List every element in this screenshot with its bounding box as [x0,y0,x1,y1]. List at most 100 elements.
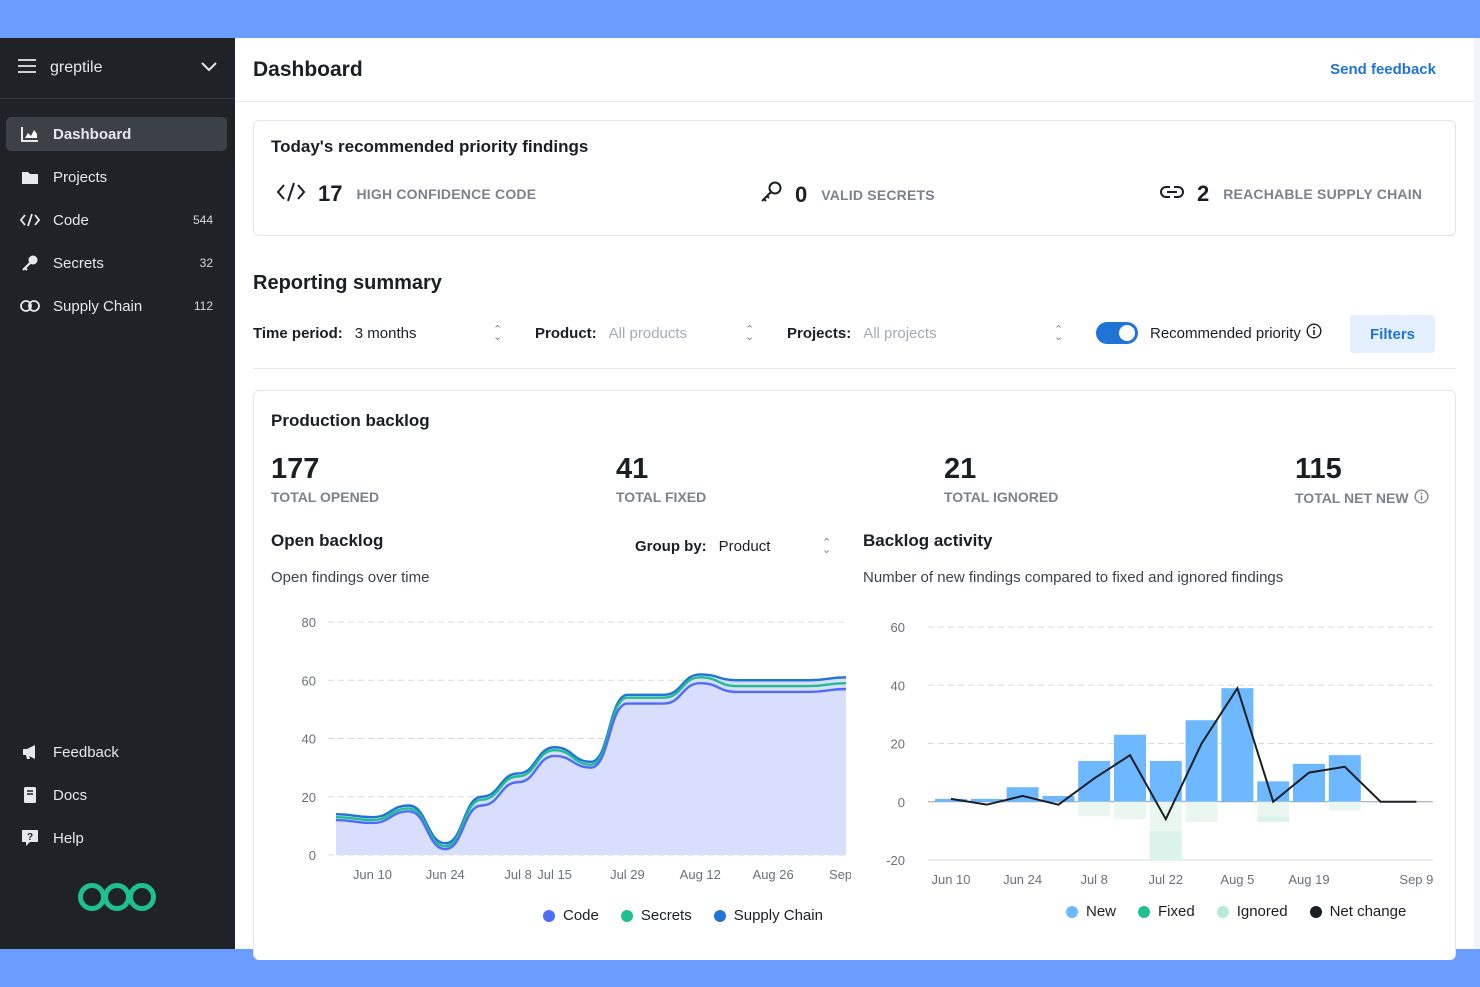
legend-item[interactable]: Fixed [1138,903,1195,920]
x-tick-label: Jun 10 [931,872,970,887]
stat-total-net-new: 115 TOTAL NET NEW [1295,453,1429,507]
legend-item[interactable]: Code [543,907,599,924]
time-period-label: Time period: [253,325,343,342]
priority-label: REACHABLE SUPPLY CHAIN [1223,186,1423,202]
x-tick-label: Jun 24 [426,867,465,882]
x-tick-label: Jun 10 [353,867,392,882]
x-tick-label: Sep 9 [1399,872,1433,887]
x-tick-label: Jul 15 [537,867,572,882]
sidebar: greptile Dashboard Projects Code 544 [0,38,235,949]
priority-supply-chain[interactable]: 2 REACHABLE SUPPLY CHAIN [1159,181,1422,207]
priority-value: 17 [318,181,343,206]
y-tick-label: 60 [302,673,316,688]
production-backlog-title: Production backlog [271,411,430,430]
x-tick-label: Aug 26 [753,867,794,882]
legend-item[interactable]: Net change [1309,903,1407,920]
y-tick-label: 40 [302,732,316,747]
bar-new [1185,720,1218,802]
x-tick-label: Jul 22 [1148,872,1183,887]
x-tick-label: Jul 8 [504,867,531,882]
group-by-select[interactable]: Group by: Product [635,538,770,555]
recommended-priority-toggle[interactable] [1096,322,1138,344]
y-tick-label: -20 [886,853,905,868]
series-line [335,681,847,851]
x-tick-label: Aug 12 [680,867,721,882]
brand-logo[interactable] [78,880,156,919]
time-period-value: 3 months [354,325,417,342]
group-by-value: Product [718,538,771,555]
open-backlog-legend: Code Secrets Supply Chain [543,907,823,924]
x-tick-label: Jul 29 [610,867,645,882]
book-icon [20,786,40,804]
sidebar-item-supply-chain[interactable]: Supply Chain 112 [6,289,227,323]
legend-label: Net change [1329,903,1407,920]
chevron-down-icon[interactable] [201,59,217,77]
filters-button[interactable]: Filters [1350,315,1435,353]
legend-item[interactable]: Ignored [1216,903,1288,920]
recommended-priority: Recommended priority [1150,323,1322,343]
bar-new [1114,734,1146,802]
legend-item[interactable]: Supply Chain [713,907,823,924]
stat-label: TOTAL FIXED [616,489,707,505]
sidebar-item-help[interactable]: ? Help [6,821,227,855]
page-title: Dashboard [253,57,363,81]
info-icon[interactable] [1306,323,1322,343]
code-icon [276,182,306,207]
x-tick-label: Aug 5 [1220,872,1254,887]
product-select[interactable]: Product: All products [535,325,687,342]
sidebar-item-projects[interactable]: Projects [6,160,227,194]
product-label: Product: [535,325,597,342]
backlog-activity-legend: New Fixed Ignored Net change [1066,903,1406,920]
sidebar-item-secrets[interactable]: Secrets 32 [6,246,227,280]
sidebar-item-docs[interactable]: Docs [6,778,227,812]
link-icon [1159,184,1185,205]
hamburger-icon[interactable] [18,58,36,78]
org-switcher[interactable]: greptile [0,38,235,99]
legend-label: Secrets [640,907,692,924]
sidebar-item-feedback[interactable]: Feedback [6,735,227,769]
series-line [335,676,847,848]
stat-total-opened: 177 TOTAL OPENED [271,453,379,505]
legend-item[interactable]: Secrets [620,907,692,924]
series-line [335,673,847,845]
y-tick-label: 0 [309,848,316,863]
folder-icon [20,170,40,185]
x-tick-label: Jul 8 [1080,872,1107,887]
priority-code[interactable]: 17 HIGH CONFIDENCE CODE [276,181,536,207]
chart-icon [20,126,40,142]
legend-swatch [620,909,633,922]
reporting-summary-title: Reporting summary [253,272,442,294]
y-tick-label: 0 [898,795,905,810]
bar-fixed [1078,801,1111,817]
legend-swatch [1309,905,1322,918]
updown-chevron-icon[interactable]: ⌃ ⌄ [1054,324,1064,343]
send-feedback-link[interactable]: Send feedback [1330,61,1436,78]
scrollbar[interactable] [1474,38,1480,949]
legend-swatch [1138,905,1151,918]
megaphone-icon [20,744,40,760]
info-icon[interactable] [1414,489,1429,507]
updown-chevron-icon[interactable]: ⌃ ⌄ [745,324,755,343]
updown-chevron-icon[interactable]: ⌃ ⌄ [822,537,832,556]
sidebar-item-dashboard[interactable]: Dashboard [6,117,227,151]
priority-secrets[interactable]: 0 VALID SECRETS [759,181,935,208]
help-icon: ? [20,829,40,847]
legend-item[interactable]: New [1066,903,1116,920]
open-backlog-subtitle: Open findings over time [271,569,430,586]
stat-value: 115 [1295,453,1342,485]
svg-text:?: ? [27,832,33,843]
bar-fixed [1114,801,1146,820]
projects-select[interactable]: Projects: All projects [787,325,937,342]
time-period-select[interactable]: Time period: 3 months [253,325,416,342]
recommended-priority-label: Recommended priority [1150,324,1301,342]
priority-value: 0 [795,181,808,207]
sidebar-item-code[interactable]: Code 544 [6,203,227,237]
x-tick-label: Sep 9 [829,867,851,882]
bar-new [935,798,967,802]
sidebar-nav: Dashboard Projects Code 544 Secrets 32 S… [0,99,235,323]
updown-chevron-icon[interactable]: ⌃ ⌄ [493,324,503,343]
bar-new [1042,795,1075,802]
stat-label: TOTAL OPENED [271,489,380,505]
bar-fixed [1185,801,1218,823]
priority-findings-card: Today's recommended priority findings 17… [253,120,1456,236]
